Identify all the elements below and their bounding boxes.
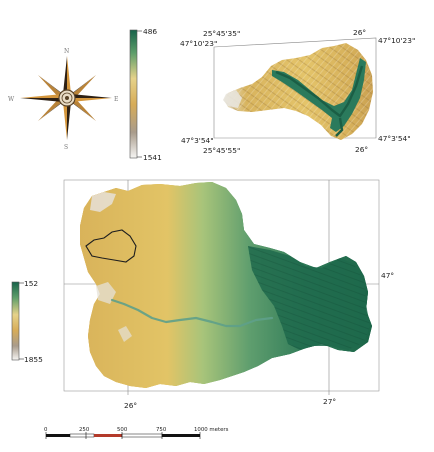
inset-legend-max-label: 1541: [143, 153, 162, 162]
compass-south-label: S: [64, 144, 68, 151]
inset-map: 25°45'35" 47°10'23" 26° 47°10'23" 47°3'5…: [180, 28, 415, 155]
scale-tick-0: 0: [44, 427, 48, 433]
inset-top-left-lon-label: 25°45'35": [203, 29, 240, 38]
inset-elevation-legend: 486 1541: [129, 27, 162, 162]
inset-top-left-lat-label: 47°10'23": [180, 39, 217, 48]
main-lon-26-label: 26°: [124, 401, 137, 410]
scale-bar: 0 250 500 750 1000 meters: [44, 427, 229, 439]
main-legend-min-label: 152: [24, 279, 38, 288]
compass-west-label: W: [8, 96, 15, 103]
scale-tick-250: 250: [79, 427, 90, 433]
western-peaks: [90, 192, 116, 212]
main-legend-colorbar: [11, 281, 20, 361]
inset-bottom-left-lat-label: 47°3'54": [181, 136, 214, 145]
main-map-frame: [63, 179, 380, 392]
inset-bottom-right-lat-label: 47°3'54": [378, 134, 411, 143]
main-river: [110, 298, 274, 328]
compass-east-label: E: [114, 96, 118, 103]
scale-tick-1000-meters: 1000 meters: [194, 427, 229, 433]
inset-map-frame: [213, 37, 377, 139]
main-map: 26° 27° 47°: [63, 179, 394, 410]
main-lon-27-label: 27°: [323, 397, 336, 406]
main-legend-max-label: 1855: [24, 355, 43, 364]
main-elevation-legend: 152 1855: [11, 279, 43, 364]
study-area-outline: [85, 229, 137, 263]
inset-bottom-left-lon-label: 25°45'55": [203, 146, 240, 155]
scale-tick-500: 500: [117, 427, 128, 433]
inset-top-right-lon-label: 26°: [353, 28, 366, 37]
inset-legend-colorbar: [129, 29, 138, 159]
main-lat-47-label: 47°: [381, 271, 394, 280]
compass-cardinal-points: [20, 56, 112, 140]
inset-legend-min-label: 486: [143, 27, 157, 36]
scale-tick-750: 750: [156, 427, 167, 433]
compass-rose-icon: N E S W: [8, 48, 118, 151]
inset-top-right-lat-label: 47°10'23": [378, 36, 415, 45]
inset-bottom-right-lon-label: 26°: [355, 145, 368, 154]
compass-north-label: N: [64, 48, 69, 55]
